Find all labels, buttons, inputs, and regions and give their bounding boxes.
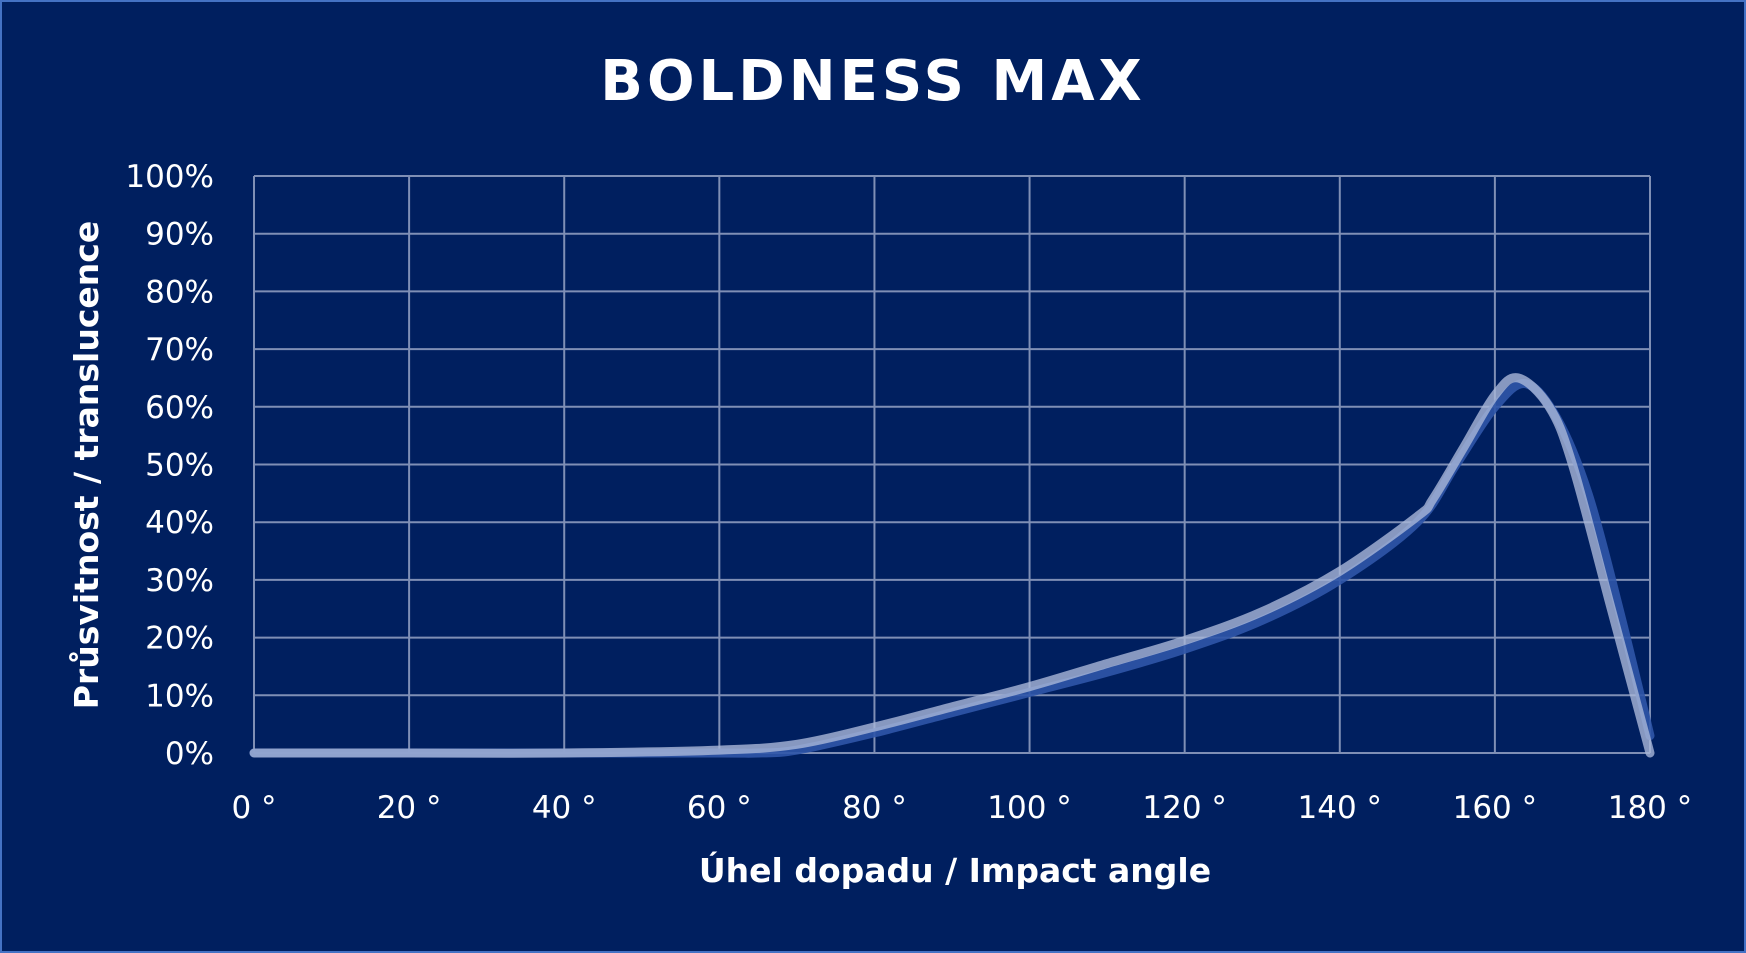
x-tick-label: 120 ° (1142, 790, 1227, 826)
y-tick-label: 0% (165, 736, 214, 772)
x-axis-ticks: 0 ° 20 ° 40 ° 60 ° 80 ° 100 ° 120 ° 140 ° 160 ° 1… (231, 790, 1692, 826)
series-lines (249, 373, 1655, 758)
y-tick-label: 30% (145, 563, 214, 599)
y-tick-label: 20% (145, 621, 214, 657)
y-tick-label: 50% (145, 448, 214, 484)
y-tick-label: 70% (145, 332, 214, 368)
chart-title: BOLDNESS MAX (600, 49, 1145, 114)
y-tick-label: 80% (145, 274, 214, 310)
x-tick-label: 60 ° (687, 790, 752, 826)
y-tick-label: 40% (145, 505, 214, 541)
y-tick-label: 100% (125, 159, 214, 195)
x-tick-label: 80 ° (842, 790, 907, 826)
series-line-1 (249, 379, 1655, 758)
x-tick-label: 180 ° (1608, 790, 1693, 826)
x-tick-label: 40 ° (532, 790, 597, 826)
grid (253, 175, 1651, 754)
y-tick-label: 60% (145, 390, 214, 426)
y-axis-ticks: 0% 10% 20% 30% 40% 50% 60% 70% 80% 90% 100% (125, 159, 214, 772)
x-tick-label: 160 ° (1453, 790, 1538, 826)
y-tick-label: 10% (145, 678, 214, 714)
x-tick-label: 100 ° (987, 790, 1072, 826)
y-axis-label: Průsvitnost / translucence (67, 221, 106, 709)
x-axis-label: Úhel dopadu / Impact angle (699, 850, 1211, 890)
x-tick-label: 0 ° (231, 790, 276, 826)
x-tick-label: 20 ° (377, 790, 442, 826)
y-tick-label: 90% (145, 217, 214, 253)
x-tick-label: 140 ° (1298, 790, 1383, 826)
series-line-2 (249, 373, 1655, 758)
